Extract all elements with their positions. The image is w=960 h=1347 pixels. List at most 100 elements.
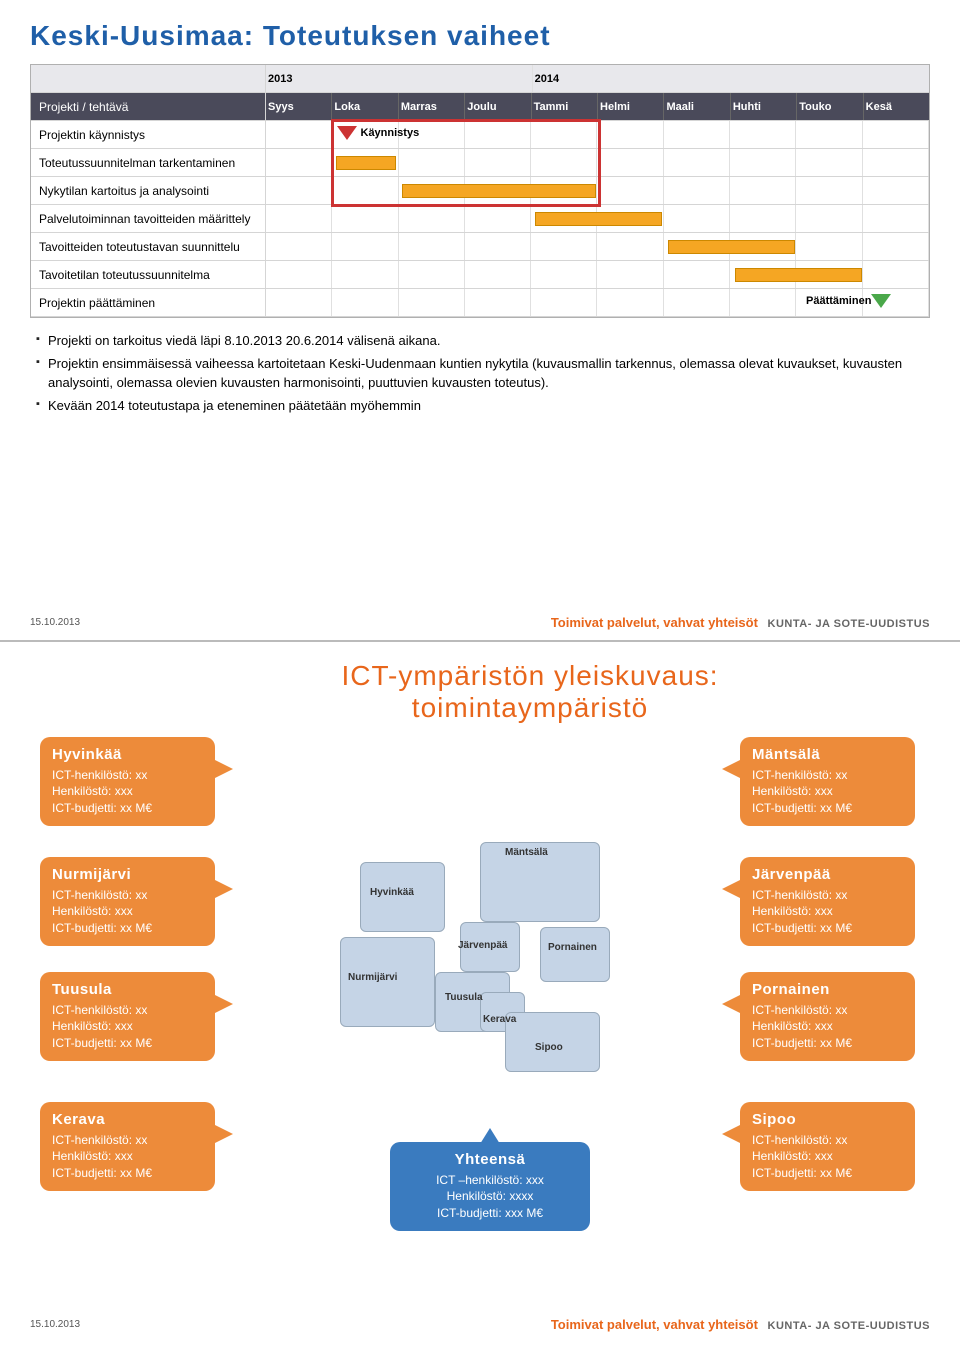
gantt-cell bbox=[863, 205, 929, 232]
bubble-line: Henkilöstö: xxx bbox=[752, 1018, 903, 1034]
gantt-cell bbox=[399, 261, 465, 288]
bubble-line: Henkilöstö: xxx bbox=[52, 1148, 203, 1164]
bubble-tail-icon bbox=[213, 759, 233, 779]
gantt-cell bbox=[531, 149, 597, 176]
gantt-cell bbox=[796, 121, 862, 148]
gantt-cell bbox=[531, 121, 597, 148]
gantt-cell bbox=[597, 233, 663, 260]
gantt-chart: 20132014Projekti / tehtäväSyysLokaMarras… bbox=[30, 64, 930, 318]
gantt-cell bbox=[531, 289, 597, 316]
bullet-item: Projektin ensimmäisessä vaiheessa kartoi… bbox=[36, 355, 930, 393]
bubble-line: Henkilöstö: xxx bbox=[52, 903, 203, 919]
bubble-sipoo: SipooICT-henkilöstö: xxHenkilöstö: xxxIC… bbox=[740, 1102, 915, 1191]
bubble-line: ICT-budjetti: xx M€ bbox=[52, 800, 203, 816]
bubble-line: ICT –henkilöstö: xxx bbox=[402, 1172, 578, 1188]
slide-2: ICT-ympäristön yleiskuvaus: toimintaympä… bbox=[0, 642, 960, 1342]
gantt-cell bbox=[664, 121, 730, 148]
bubble-name: Kerava bbox=[52, 1110, 203, 1130]
bubble-line: Henkilöstö: xxx bbox=[752, 1148, 903, 1164]
bubble-kerava: KeravaICT-henkilöstö: xxHenkilöstö: xxxI… bbox=[40, 1102, 215, 1191]
bubble-line: ICT-henkilöstö: xx bbox=[52, 887, 203, 903]
bubble-tail-icon bbox=[722, 759, 742, 779]
map-label: Mäntsälä bbox=[505, 847, 548, 858]
gantt-cell bbox=[730, 121, 796, 148]
gantt-month-cell: Syys bbox=[266, 93, 332, 120]
gantt-cell bbox=[531, 233, 597, 260]
bubble-tail-icon bbox=[722, 994, 742, 1014]
gantt-cell bbox=[465, 289, 531, 316]
gantt-cell bbox=[863, 177, 929, 204]
gantt-cell bbox=[266, 177, 332, 204]
gantt-cell bbox=[266, 149, 332, 176]
bubble-tuusula: TuusulaICT-henkilöstö: xxHenkilöstö: xxx… bbox=[40, 972, 215, 1061]
bubble-line: ICT-budjetti: xx M€ bbox=[752, 1165, 903, 1181]
bubble-line: Henkilöstö: xxxx bbox=[402, 1188, 578, 1204]
gantt-task-row: Toteutussuunnitelman tarkentaminen bbox=[31, 149, 929, 177]
gantt-bar bbox=[336, 156, 397, 170]
bubble-line: ICT-henkilöstö: xx bbox=[52, 1002, 203, 1018]
gantt-cell bbox=[796, 149, 862, 176]
bubble-line: ICT-budjetti: xx M€ bbox=[752, 920, 903, 936]
bubble-tail-icon bbox=[213, 994, 233, 1014]
gantt-cell bbox=[597, 289, 663, 316]
gantt-cell bbox=[597, 121, 663, 148]
map-label: Nurmijärvi bbox=[348, 972, 397, 983]
bubble-tail-icon bbox=[722, 1124, 742, 1144]
gantt-cell bbox=[664, 177, 730, 204]
gantt-cell bbox=[664, 261, 730, 288]
gantt-year-cell: 2014 bbox=[533, 65, 929, 92]
gantt-cell bbox=[730, 177, 796, 204]
slide1-title: Keski-Uusimaa: Toteutuksen vaiheet bbox=[30, 20, 930, 52]
gantt-cell bbox=[465, 205, 531, 232]
gantt-task-label: Toteutussuunnitelman tarkentaminen bbox=[31, 149, 266, 176]
gantt-task-row: Palvelutoiminnan tavoitteiden määrittely bbox=[31, 205, 929, 233]
gantt-task-label: Tavoitteiden toteutustavan suunnittelu bbox=[31, 233, 266, 260]
bubble-name: Hyvinkää bbox=[52, 745, 203, 765]
bubble-line: ICT-budjetti: xx M€ bbox=[52, 920, 203, 936]
gantt-cell bbox=[266, 121, 332, 148]
gantt-month-cell: Huhti bbox=[731, 93, 797, 120]
bubble-name: Tuusula bbox=[52, 980, 203, 1000]
gantt-cell bbox=[399, 205, 465, 232]
gantt-cell bbox=[863, 149, 929, 176]
gantt-cell bbox=[730, 149, 796, 176]
gantt-cell bbox=[863, 233, 929, 260]
gantt-cell bbox=[863, 121, 929, 148]
gantt-header-row: Projekti / tehtäväSyysLokaMarrasJouluTam… bbox=[31, 93, 929, 121]
footer-orange: Toimivat palvelut, vahvat yhteisöt bbox=[551, 1317, 758, 1332]
gantt-cell bbox=[465, 149, 531, 176]
footer-date: 15.10.2013 bbox=[30, 617, 80, 628]
bubble-tail-icon bbox=[722, 879, 742, 899]
bubble-järvenpää: JärvenpääICT-henkilöstö: xxHenkilöstö: x… bbox=[740, 857, 915, 946]
bubble-line: ICT-budjetti: xx M€ bbox=[752, 1035, 903, 1051]
gantt-task-label: Projektin käynnistys bbox=[31, 121, 266, 148]
gantt-cell bbox=[730, 289, 796, 316]
map-label: Sipoo bbox=[535, 1042, 563, 1053]
gantt-cell bbox=[332, 205, 398, 232]
milestone-text: Päättäminen bbox=[806, 295, 871, 307]
gantt-milestone: Päättäminen bbox=[802, 294, 891, 308]
bubble-tail-icon bbox=[213, 879, 233, 899]
bubble-tail-icon bbox=[213, 1124, 233, 1144]
gantt-header-label: Projekti / tehtävä bbox=[31, 93, 266, 120]
gantt-year-label-empty bbox=[31, 65, 266, 92]
bubble-name: Yhteensä bbox=[402, 1150, 578, 1170]
bubble-pornainen: PornainenICT-henkilöstö: xxHenkilöstö: x… bbox=[740, 972, 915, 1061]
gantt-cell bbox=[332, 177, 398, 204]
footer-brand: Toimivat palvelut, vahvat yhteisöt KUNTA… bbox=[551, 1317, 930, 1332]
gantt-year-row: 20132014 bbox=[31, 65, 929, 93]
gantt-bar bbox=[535, 212, 662, 226]
gantt-month-cell: Marras bbox=[399, 93, 465, 120]
gantt-cell bbox=[664, 289, 730, 316]
gantt-milestone: Käynnistys bbox=[337, 126, 420, 140]
gantt-month-cell: Touko bbox=[797, 93, 863, 120]
gantt-cell bbox=[399, 233, 465, 260]
gantt-task-row: Tavoitetilan toteutussuunnitelma bbox=[31, 261, 929, 289]
bullet-list: Projekti on tarkoitus viedä läpi 8.10.20… bbox=[30, 332, 930, 415]
bubble-line: ICT-henkilöstö: xx bbox=[752, 1132, 903, 1148]
gantt-month-cell: Helmi bbox=[598, 93, 664, 120]
footer-gray: KUNTA- JA SOTE-UUDISTUS bbox=[768, 1320, 930, 1332]
bubble-line: Henkilöstö: xxx bbox=[52, 783, 203, 799]
gantt-cell bbox=[664, 149, 730, 176]
footer-date: 15.10.2013 bbox=[30, 1319, 80, 1330]
